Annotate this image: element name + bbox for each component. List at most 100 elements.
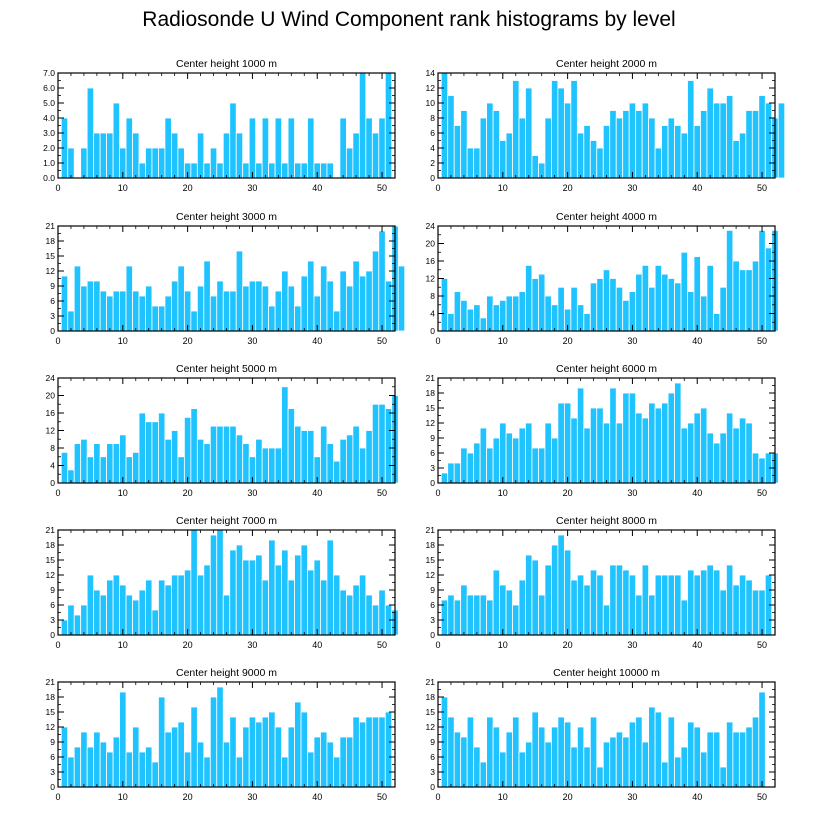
histogram-bar xyxy=(460,736,468,788)
histogram-bar xyxy=(661,761,669,788)
histogram-bar xyxy=(745,726,753,788)
histogram-bar xyxy=(440,472,449,484)
histogram-bar xyxy=(307,260,315,332)
y-tick-label: 15 xyxy=(426,707,436,717)
histogram-bar xyxy=(557,534,565,636)
x-tick-label: 0 xyxy=(435,183,440,193)
y-tick-label: 0 xyxy=(430,782,435,792)
histogram-bar xyxy=(589,407,598,484)
histogram-bar xyxy=(583,746,591,788)
x-tick-label: 40 xyxy=(692,792,702,802)
x-tick-label: 40 xyxy=(312,488,322,498)
histogram-bar xyxy=(557,716,565,788)
histogram-bar xyxy=(145,421,153,484)
y-tick-label: 4 xyxy=(50,461,55,471)
histogram-bar xyxy=(719,286,727,332)
histogram-bar xyxy=(132,451,140,484)
histogram-bar xyxy=(203,443,211,484)
histogram-bar xyxy=(222,594,231,636)
histogram-bar xyxy=(648,594,656,636)
panel-title: Center height 6000 m xyxy=(556,363,657,375)
histogram-bar xyxy=(473,594,481,636)
histogram-bar xyxy=(300,711,308,788)
histogram-bar xyxy=(518,579,526,636)
histogram-bar xyxy=(641,741,650,788)
histogram-bar xyxy=(725,95,734,179)
histogram-bar xyxy=(706,264,714,332)
y-tick-label: 9 xyxy=(430,433,435,443)
histogram-bar xyxy=(73,443,82,484)
histogram-bar xyxy=(654,711,662,788)
histogram-bar xyxy=(460,110,468,179)
histogram-bar xyxy=(294,425,302,484)
panel-1: Center height 1000 m 0 10 20 30 40 50 0.0 1.0 2.0… xyxy=(43,58,396,193)
histogram-bar xyxy=(132,726,140,788)
x-tick-label: 40 xyxy=(312,640,322,650)
histogram-bar xyxy=(268,305,276,332)
y-tick-label: 6 xyxy=(430,128,435,138)
histogram-bar xyxy=(190,529,198,636)
histogram-bar xyxy=(505,731,513,788)
x-tick-label: 10 xyxy=(118,336,128,346)
histogram-bar xyxy=(479,117,488,179)
histogram-bar xyxy=(486,599,494,636)
histogram-bar xyxy=(358,721,367,788)
histogram-bar xyxy=(466,147,475,179)
histogram-bar xyxy=(365,716,373,788)
histogram-bar xyxy=(706,87,714,179)
histogram-bar xyxy=(687,291,695,332)
histogram-bar xyxy=(209,534,218,636)
x-tick-label: 30 xyxy=(627,640,637,650)
y-tick-label: 12 xyxy=(426,274,436,284)
histogram-bar xyxy=(551,437,559,484)
histogram-bar xyxy=(339,117,347,179)
histogram-bar xyxy=(287,579,295,636)
y-tick-label: 6 xyxy=(50,752,55,762)
histogram-bar xyxy=(538,726,546,788)
histogram-bar xyxy=(274,117,282,179)
histogram-bar xyxy=(177,265,185,332)
histogram-bar xyxy=(466,716,475,788)
histogram-bar xyxy=(151,421,159,484)
panel-7: Center height 7000 m 0 10 20 30 40 50 0 3 6 9 12 15 1… xyxy=(46,515,399,650)
histogram-bar xyxy=(371,604,380,636)
histogram-bar xyxy=(222,290,231,332)
histogram-bar xyxy=(358,574,367,636)
histogram-bar xyxy=(164,438,172,484)
x-tick-label: 40 xyxy=(312,792,322,802)
y-tick-label: 12 xyxy=(46,722,56,732)
y-tick-label: 21 xyxy=(426,677,436,687)
panel-title: Center height 9000 m xyxy=(176,667,277,679)
histogram-bar xyxy=(177,721,185,788)
histogram-bar xyxy=(576,574,585,636)
histogram-bar xyxy=(479,761,488,788)
histogram-bar xyxy=(320,425,328,484)
histogram-bar xyxy=(563,402,572,484)
histogram-bar xyxy=(512,295,520,332)
x-tick-label: 40 xyxy=(692,183,702,193)
histogram-bar xyxy=(596,278,604,332)
histogram-bar xyxy=(583,125,591,179)
histogram-bar xyxy=(281,549,289,636)
histogram-bar xyxy=(440,72,449,179)
histogram-bar xyxy=(99,741,108,788)
histogram-bar xyxy=(371,716,380,788)
histogram-bar xyxy=(557,87,565,179)
histogram-bar xyxy=(544,564,552,636)
histogram-bar xyxy=(518,291,526,332)
histogram-bar xyxy=(190,408,198,484)
histogram-bar xyxy=(725,721,734,788)
histogram-bar xyxy=(687,569,695,636)
histogram-bar xyxy=(209,696,218,788)
histogram-bar xyxy=(93,589,101,636)
y-tick-label: 5.0 xyxy=(43,98,55,108)
histogram-bar xyxy=(563,721,572,788)
histogram-bar xyxy=(242,559,250,636)
histogram-bar xyxy=(641,564,650,636)
histogram-bar xyxy=(307,569,315,636)
histogram-bar xyxy=(119,691,127,788)
histogram-bar xyxy=(583,427,591,484)
histogram-bar xyxy=(358,447,367,484)
histogram-bar xyxy=(544,741,552,788)
y-tick-label: 0 xyxy=(50,478,55,488)
